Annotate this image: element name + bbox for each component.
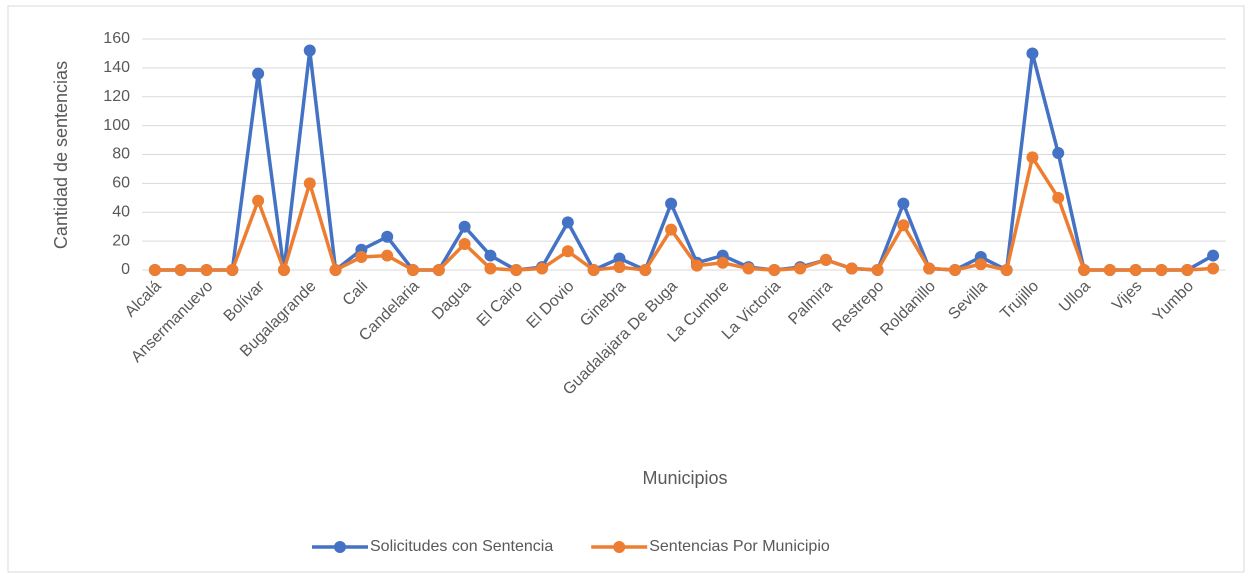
data-point bbox=[303, 177, 316, 190]
data-point bbox=[1129, 264, 1142, 276]
y-tick-label: 40 bbox=[112, 203, 130, 220]
series-line bbox=[154, 155, 1214, 272]
data-point bbox=[200, 264, 213, 276]
data-point bbox=[484, 262, 497, 275]
data-point bbox=[303, 44, 316, 57]
data-point bbox=[716, 256, 729, 269]
data-point bbox=[355, 251, 368, 264]
data-point bbox=[484, 249, 497, 262]
y-tick-label: 20 bbox=[112, 232, 130, 249]
data-point bbox=[381, 249, 394, 262]
data-point bbox=[974, 258, 987, 271]
y-tick-label: 80 bbox=[112, 146, 130, 163]
chart-border bbox=[7, 5, 1245, 573]
x-axis-title: Municipios bbox=[642, 468, 727, 488]
data-point bbox=[1052, 147, 1065, 160]
data-point bbox=[665, 223, 678, 236]
data-point bbox=[639, 264, 652, 276]
y-tick-label: 120 bbox=[103, 88, 130, 105]
data-point bbox=[1026, 47, 1039, 60]
data-point bbox=[458, 238, 471, 251]
data-point bbox=[845, 262, 858, 275]
data-point bbox=[923, 262, 936, 275]
data-point bbox=[458, 220, 471, 233]
data-point bbox=[690, 259, 703, 272]
data-point bbox=[561, 216, 574, 229]
data-point bbox=[252, 194, 265, 207]
data-point bbox=[949, 264, 961, 276]
data-point bbox=[871, 264, 884, 276]
y-tick-label: 60 bbox=[112, 175, 130, 192]
data-point bbox=[587, 264, 600, 276]
data-point bbox=[561, 245, 574, 258]
y-axis-title: Cantidad de sentencias bbox=[51, 61, 71, 249]
y-tick-label: 140 bbox=[103, 59, 130, 76]
data-point bbox=[432, 264, 445, 276]
data-point bbox=[897, 197, 910, 210]
legend-marker bbox=[334, 541, 346, 553]
data-point bbox=[536, 262, 549, 275]
data-point bbox=[510, 264, 523, 276]
data-point bbox=[613, 252, 626, 265]
data-point bbox=[277, 264, 290, 276]
data-point bbox=[819, 253, 832, 266]
data-point bbox=[1000, 264, 1013, 276]
data-point bbox=[768, 264, 781, 276]
data-point bbox=[794, 262, 807, 275]
data-point bbox=[1103, 264, 1116, 276]
data-point bbox=[407, 264, 419, 276]
series-line bbox=[154, 48, 1214, 272]
data-point bbox=[1155, 264, 1168, 276]
legend-marker bbox=[613, 541, 626, 553]
data-point bbox=[329, 264, 342, 276]
y-tick-label: 160 bbox=[103, 30, 130, 47]
data-point bbox=[381, 230, 394, 243]
data-point bbox=[1052, 191, 1065, 204]
data-point bbox=[174, 264, 187, 276]
data-point bbox=[226, 264, 239, 276]
data-point bbox=[1078, 264, 1091, 276]
data-point bbox=[1207, 262, 1220, 275]
data-point bbox=[1026, 151, 1039, 164]
y-tick-label: 100 bbox=[103, 117, 130, 134]
data-point bbox=[252, 67, 265, 80]
data-point bbox=[1207, 249, 1220, 262]
data-point bbox=[742, 262, 755, 275]
legend-label: Solicitudes con Sentencia bbox=[370, 538, 553, 555]
data-point bbox=[148, 264, 161, 276]
data-point bbox=[897, 219, 910, 232]
data-point bbox=[1181, 264, 1194, 276]
data-point bbox=[665, 197, 678, 210]
legend-label: Sentencias Por Municipio bbox=[649, 538, 830, 555]
y-tick-label: 0 bbox=[121, 261, 130, 278]
data-point bbox=[613, 261, 626, 274]
